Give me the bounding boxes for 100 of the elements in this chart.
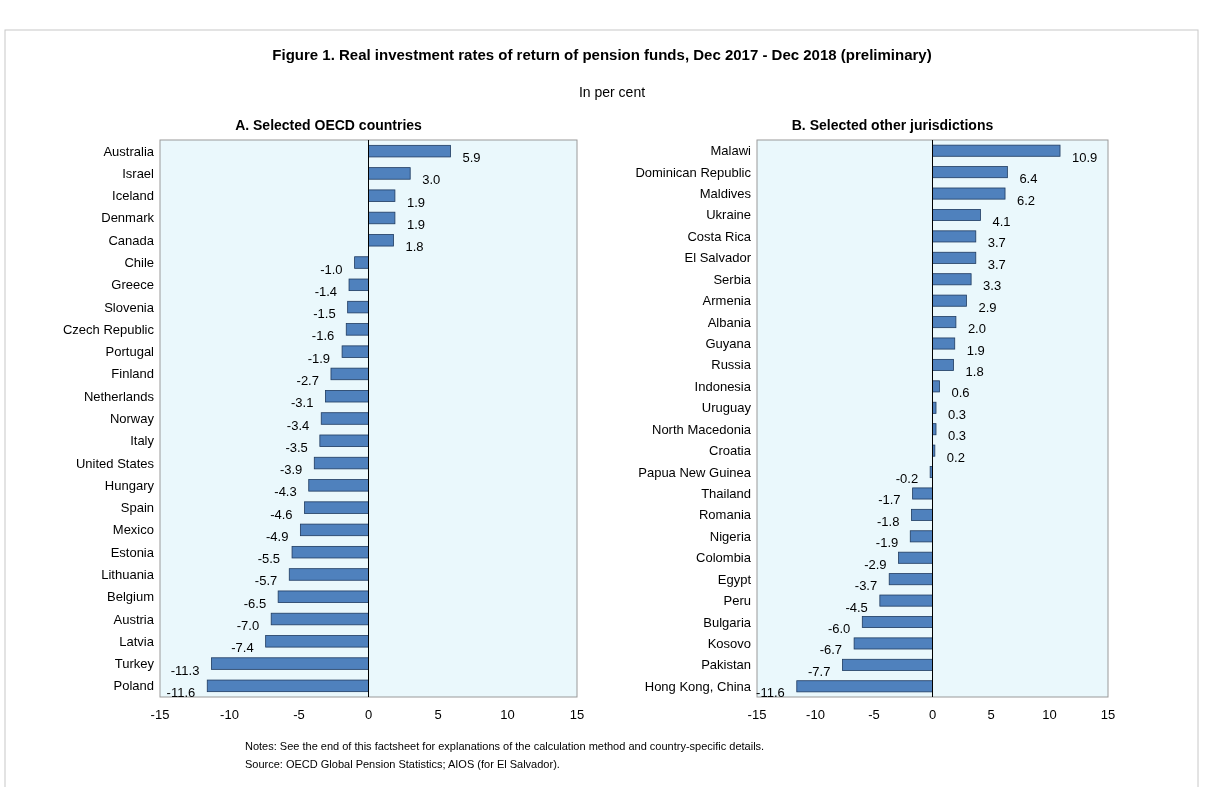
bar	[796, 680, 933, 693]
data-label: -3.5	[285, 439, 308, 455]
y-tick-label: Kosovo	[707, 635, 751, 651]
bar	[341, 345, 369, 358]
bar	[348, 278, 369, 292]
bar	[368, 211, 396, 225]
data-label: -1.9	[875, 535, 899, 551]
y-tick-label: Thailand	[701, 485, 751, 501]
data-label: -1.7	[878, 492, 901, 508]
y-tick-label: Poland	[113, 678, 154, 694]
x-tick-label: 10	[1042, 707, 1057, 722]
y-tick-label: Netherlands	[83, 388, 155, 404]
bar	[313, 456, 369, 470]
data-label: 3.3	[983, 278, 1002, 294]
y-tick-label: Mexico	[112, 522, 154, 538]
y-tick-label: Papua New Guinea	[638, 464, 752, 480]
bar	[911, 508, 933, 521]
bar	[299, 523, 369, 537]
bar	[325, 390, 369, 403]
bar	[932, 273, 972, 286]
bar	[345, 323, 369, 336]
y-tick-label: Malawi	[710, 143, 752, 159]
y-tick-label: Spain	[120, 500, 154, 516]
y-tick-label: Uruguay	[701, 400, 752, 416]
y-tick-label: Czech Republic	[62, 321, 155, 337]
bar	[932, 401, 937, 414]
data-label: 0.3	[948, 406, 967, 422]
y-tick-label: Italy	[130, 433, 155, 449]
x-tick-label: -10	[806, 707, 825, 722]
x-tick-label: -15	[747, 707, 767, 722]
data-label: -2.9	[864, 556, 887, 572]
chart-title: A. Selected OECD countries	[235, 117, 423, 133]
chart-title: B. Selected other jurisdictions	[791, 117, 994, 133]
y-tick-label: Portugal	[105, 344, 155, 360]
x-tick-label: 15	[1100, 707, 1116, 722]
y-tick-label: Norway	[109, 411, 155, 426]
bar	[265, 635, 369, 648]
x-tick-label: 5	[987, 707, 995, 722]
data-label: -3.9	[279, 462, 303, 478]
bar	[932, 166, 1008, 179]
y-tick-label: Slovenia	[104, 299, 155, 315]
data-label: -7.7	[808, 663, 831, 679]
data-label: 0.3	[948, 428, 967, 444]
data-label: -11.6	[166, 684, 196, 700]
data-label: 2.0	[967, 321, 986, 337]
data-label: 4.1	[992, 213, 1011, 229]
data-label: -7.4	[231, 640, 254, 656]
data-label: -1.5	[313, 306, 336, 322]
data-label: -1.9	[307, 350, 331, 366]
data-label: -1.4	[314, 283, 338, 299]
bar	[304, 501, 369, 514]
y-tick-label: Albania	[707, 314, 752, 330]
x-tick-label: 15	[569, 707, 585, 722]
data-label: -6.0	[827, 621, 851, 637]
bar	[347, 300, 369, 314]
bar	[932, 144, 1061, 157]
bar	[898, 551, 933, 564]
bar	[932, 187, 1006, 200]
y-tick-label: Austria	[113, 611, 155, 627]
bar	[211, 657, 369, 670]
data-label: -3.7	[854, 578, 878, 594]
y-tick-label: Costa Rica	[687, 228, 752, 244]
bar	[909, 530, 933, 543]
x-tick-label: 10	[500, 707, 515, 722]
data-label: 3.0	[422, 172, 441, 188]
data-label: -4.5	[845, 599, 868, 615]
data-label: 3.7	[987, 256, 1006, 272]
bar	[861, 616, 933, 628]
bar	[932, 294, 967, 307]
bar	[368, 189, 396, 202]
y-tick-label: Hong Kong, China	[644, 678, 752, 694]
bar	[308, 479, 369, 492]
y-tick-label: Peru	[723, 593, 751, 609]
data-label: 3.7	[987, 235, 1006, 251]
data-label: 0.2	[946, 449, 965, 465]
data-label: 1.9	[966, 342, 985, 358]
data-label: -5.7	[254, 573, 278, 589]
y-tick-label: Russia	[711, 357, 752, 373]
x-tick-label: 5	[434, 707, 442, 722]
y-tick-label: Nigeria	[709, 528, 752, 544]
data-label: 1.8	[965, 363, 984, 379]
data-label: -3.1	[291, 395, 314, 411]
x-tick-label: -5	[293, 707, 305, 722]
y-tick-label: Canada	[108, 232, 155, 248]
caption: Figure 1. Real investment rates of return of pension funds, Dec 2017 - Dec 2018 (preliminary)	[272, 46, 932, 63]
y-tick-label: Israel	[122, 165, 155, 181]
y-tick-label: Bulgaria	[703, 614, 752, 630]
y-tick-label: United States	[75, 455, 155, 471]
y-tick-label: Australia	[103, 143, 155, 159]
data-label: 1.8	[405, 239, 424, 255]
bar	[288, 568, 369, 581]
bar	[368, 167, 411, 180]
x-tick-label: 0	[928, 707, 937, 722]
data-label: -5.5	[257, 551, 281, 567]
data-label: 5.9	[462, 150, 481, 166]
data-label: -6.7	[819, 642, 843, 658]
x-tick-label: -10	[220, 707, 239, 722]
data-label: -1.6	[311, 328, 335, 344]
y-tick-label: Lithuania	[101, 566, 155, 582]
y-tick-label: Colombia	[696, 550, 752, 566]
